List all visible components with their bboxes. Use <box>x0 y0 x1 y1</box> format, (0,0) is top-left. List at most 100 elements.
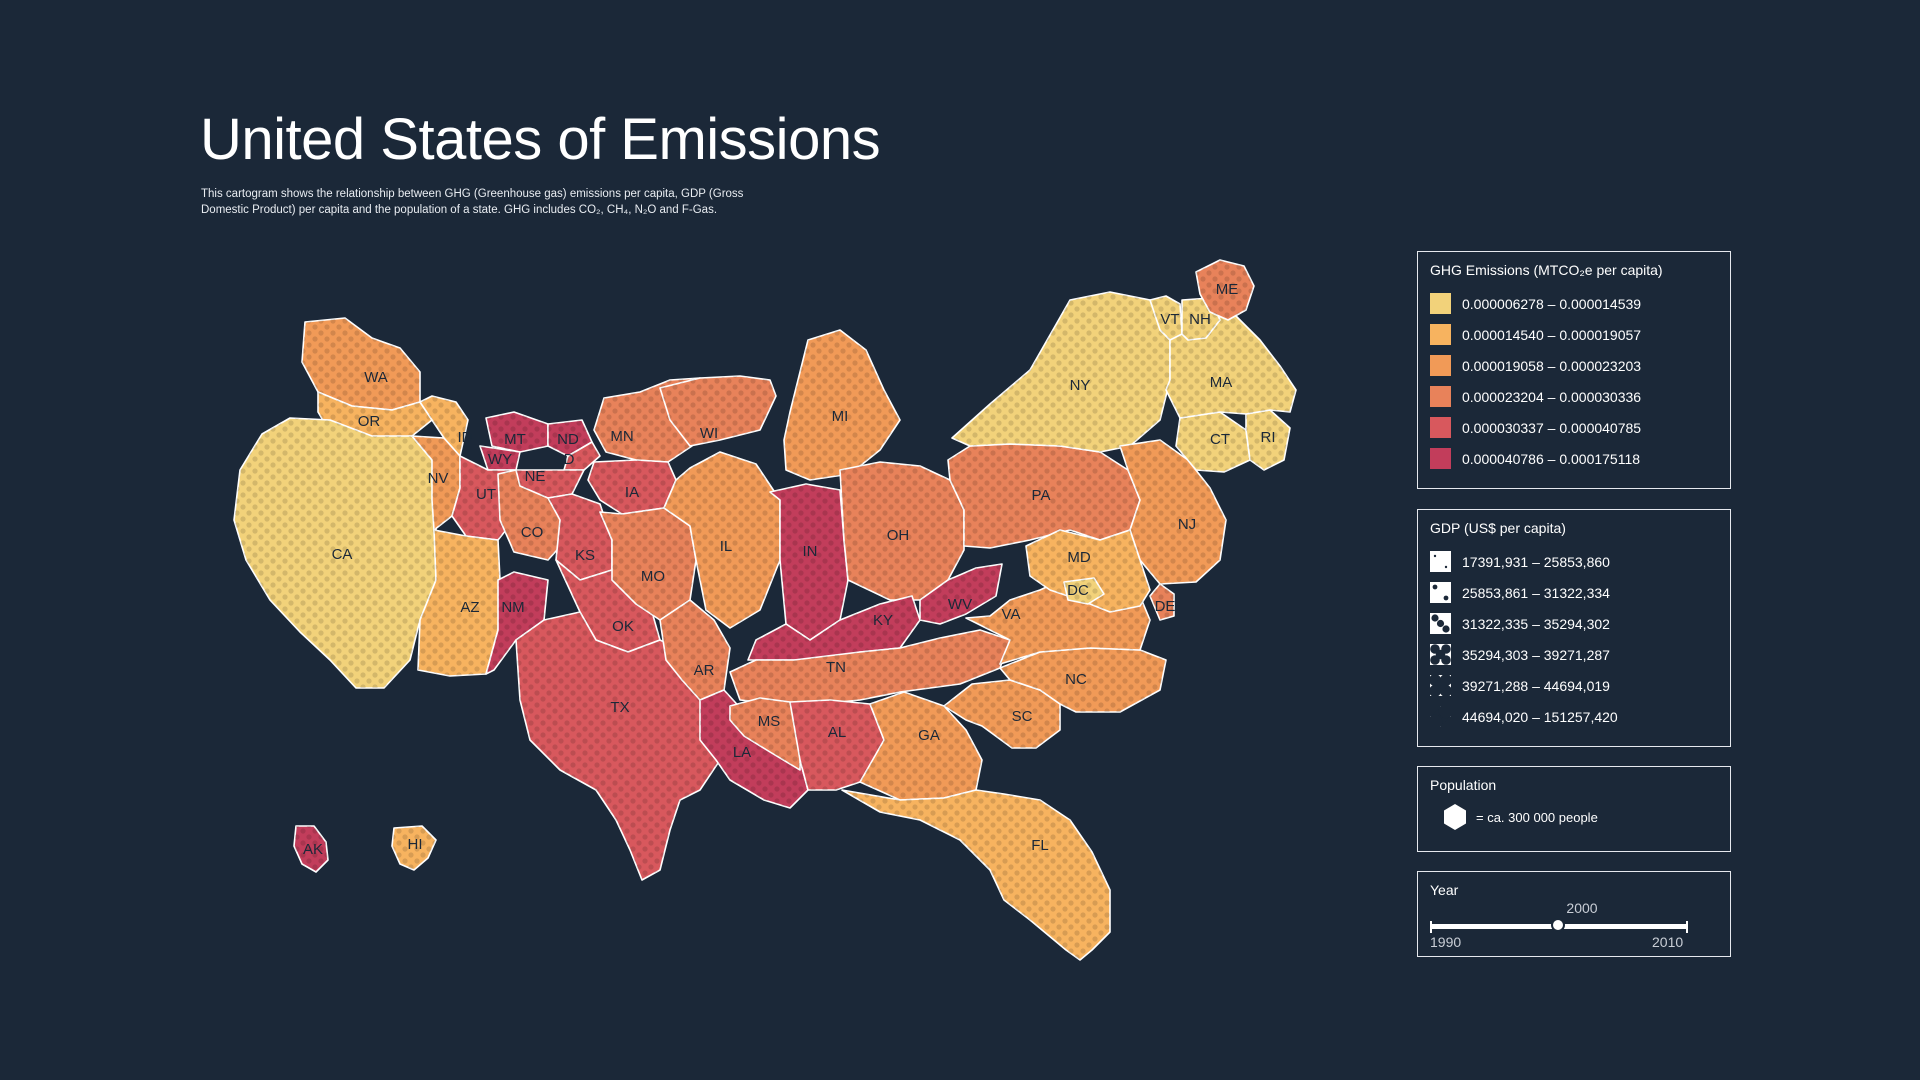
state-label: GA <box>918 727 940 744</box>
state-label: ID <box>458 429 473 446</box>
state-label: SC <box>1012 708 1033 725</box>
gdp-legend-item: 39271,288 – 44694,019 <box>1430 670 1718 701</box>
state-label: ME <box>1216 281 1239 298</box>
state-label: NY <box>1070 377 1091 394</box>
state-label: VA <box>1002 606 1021 623</box>
ghg-legend-swatch <box>1430 386 1451 407</box>
gdp-legend-item: 25853,861 – 31322,334 <box>1430 577 1718 608</box>
state-mi[interactable] <box>783 329 901 481</box>
state-label: CA <box>332 546 353 563</box>
state-label: IN <box>803 543 818 560</box>
state-ks[interactable] <box>547 493 613 581</box>
state-label: AR <box>694 662 715 679</box>
year-slider-start-tick <box>1430 921 1432 933</box>
ghg-legend-label: 0.000006278 – 0.000014539 <box>1462 295 1642 312</box>
state-shape[interactable] <box>769 483 849 641</box>
gdp-legend-item: 17391,931 – 25853,860 <box>1430 546 1718 577</box>
ghg-legend-item: 0.000030337 – 0.000040785 <box>1430 412 1718 443</box>
ghg-legend-label: 0.000040786 – 0.000175118 <box>1462 450 1641 467</box>
state-label: WV <box>948 596 972 613</box>
hexagon-icon <box>1444 804 1466 830</box>
gdp-dot-pattern-icon <box>1430 644 1451 665</box>
ghg-legend-item: 0.000019058 – 0.000023203 <box>1430 350 1718 381</box>
gdp-legend-label: 25853,861 – 31322,334 <box>1462 584 1610 601</box>
state-label: CO <box>521 524 544 541</box>
ghg-legend-swatch <box>1430 448 1451 469</box>
gdp-legend-label: 44694,020 – 151257,420 <box>1462 708 1618 725</box>
state-label: NE <box>525 468 546 485</box>
page-subtitle: This cartogram shows the relationship be… <box>201 188 744 216</box>
state-label: KY <box>873 612 893 629</box>
gdp-dot-pattern-icon <box>1430 675 1451 696</box>
state-label: NC <box>1065 671 1087 688</box>
state-label: DC <box>1067 582 1089 599</box>
ghg-legend-label: 0.000014540 – 0.000019057 <box>1462 326 1642 343</box>
state-label: NH <box>1189 311 1211 328</box>
state-label: MT <box>504 431 526 448</box>
state-label: WY <box>488 451 512 468</box>
ghg-legend-label: 0.000030337 – 0.000040785 <box>1462 419 1642 436</box>
gdp-legend-label: 35294,303 – 39271,287 <box>1462 646 1610 663</box>
ghg-legend-item: 0.000006278 – 0.000014539 <box>1430 288 1718 319</box>
state-label: WI <box>700 425 718 442</box>
state-label: NV <box>428 470 449 487</box>
state-label: FL <box>1031 837 1049 854</box>
state-label: MD <box>1067 549 1090 566</box>
ghg-legend-item: 0.000023204 – 0.000030336 <box>1430 381 1718 412</box>
state-shape[interactable] <box>841 789 1111 961</box>
state-shape[interactable] <box>951 291 1171 453</box>
ghg-legend-label: 0.000023204 – 0.000030336 <box>1462 388 1642 405</box>
ghg-legend-swatch <box>1430 355 1451 376</box>
state-label: MA <box>1210 374 1233 391</box>
state-label: RI <box>1261 429 1276 446</box>
population-legend-title: Population <box>1430 777 1497 793</box>
state-label: TN <box>826 659 846 676</box>
year-panel: Year 2000 1990 2010 <box>1417 871 1731 957</box>
state-label: PA <box>1032 487 1051 504</box>
year-slider-min: 1990 <box>1430 934 1462 950</box>
state-label: KS <box>575 547 595 564</box>
gdp-dot-pattern-icon <box>1430 551 1451 572</box>
year-slider-handle[interactable] <box>1551 918 1565 932</box>
state-shape[interactable] <box>547 493 613 581</box>
state-label: OH <box>887 527 910 544</box>
year-slider-end-tick <box>1686 921 1688 933</box>
state-label: UT <box>476 486 496 503</box>
state-fl[interactable] <box>841 789 1111 961</box>
state-in[interactable] <box>769 483 849 641</box>
year-slider-max: 2010 <box>1652 934 1684 950</box>
gdp-legend-label: 39271,288 – 44694,019 <box>1462 677 1610 694</box>
state-label: OR <box>358 413 381 430</box>
state-label: OK <box>612 618 634 635</box>
ghg-legend-label: 0.000019058 – 0.000023203 <box>1462 357 1642 374</box>
gdp-legend: GDP (US$ per capita) 17391,931 – 25853,8… <box>1417 509 1731 747</box>
ghg-legend-item: 0.000040786 – 0.000175118 <box>1430 443 1718 474</box>
state-label: MS <box>758 713 781 730</box>
ghg-legend-title: GHG Emissions (MTCO₂e per capita) <box>1430 262 1663 278</box>
gdp-legend-item: 35294,303 – 39271,287 <box>1430 639 1718 670</box>
state-label: NJ <box>1178 516 1196 533</box>
state-label: ND <box>557 431 579 448</box>
state-label: IL <box>720 538 733 555</box>
state-label: SD <box>554 451 575 468</box>
state-label: LA <box>733 744 751 761</box>
ghg-legend-swatch <box>1430 324 1451 345</box>
gdp-dot-pattern-icon <box>1430 582 1451 603</box>
state-ny[interactable] <box>951 291 1171 453</box>
ghg-legend-item: 0.000014540 – 0.000019057 <box>1430 319 1718 350</box>
gdp-legend-item: 44694,020 – 151257,420 <box>1430 701 1718 732</box>
state-label: AZ <box>460 599 479 616</box>
state-shape[interactable] <box>783 329 901 481</box>
state-label: MN <box>610 428 633 445</box>
year-slider[interactable]: 2000 1990 2010 <box>1430 900 1718 950</box>
year-title: Year <box>1430 882 1459 898</box>
page-title: United States of Emissions <box>200 107 881 172</box>
population-legend-label: = ca. 300 000 people <box>1476 809 1598 825</box>
state-label: IA <box>625 484 639 501</box>
gdp-legend-item: 31322,335 – 35294,302 <box>1430 608 1718 639</box>
ghg-legend-swatch <box>1430 293 1451 314</box>
state-label: TX <box>610 699 629 716</box>
state-label: MO <box>641 568 665 585</box>
gdp-legend-title: GDP (US$ per capita) <box>1430 520 1566 536</box>
ghg-legend-swatch <box>1430 417 1451 438</box>
